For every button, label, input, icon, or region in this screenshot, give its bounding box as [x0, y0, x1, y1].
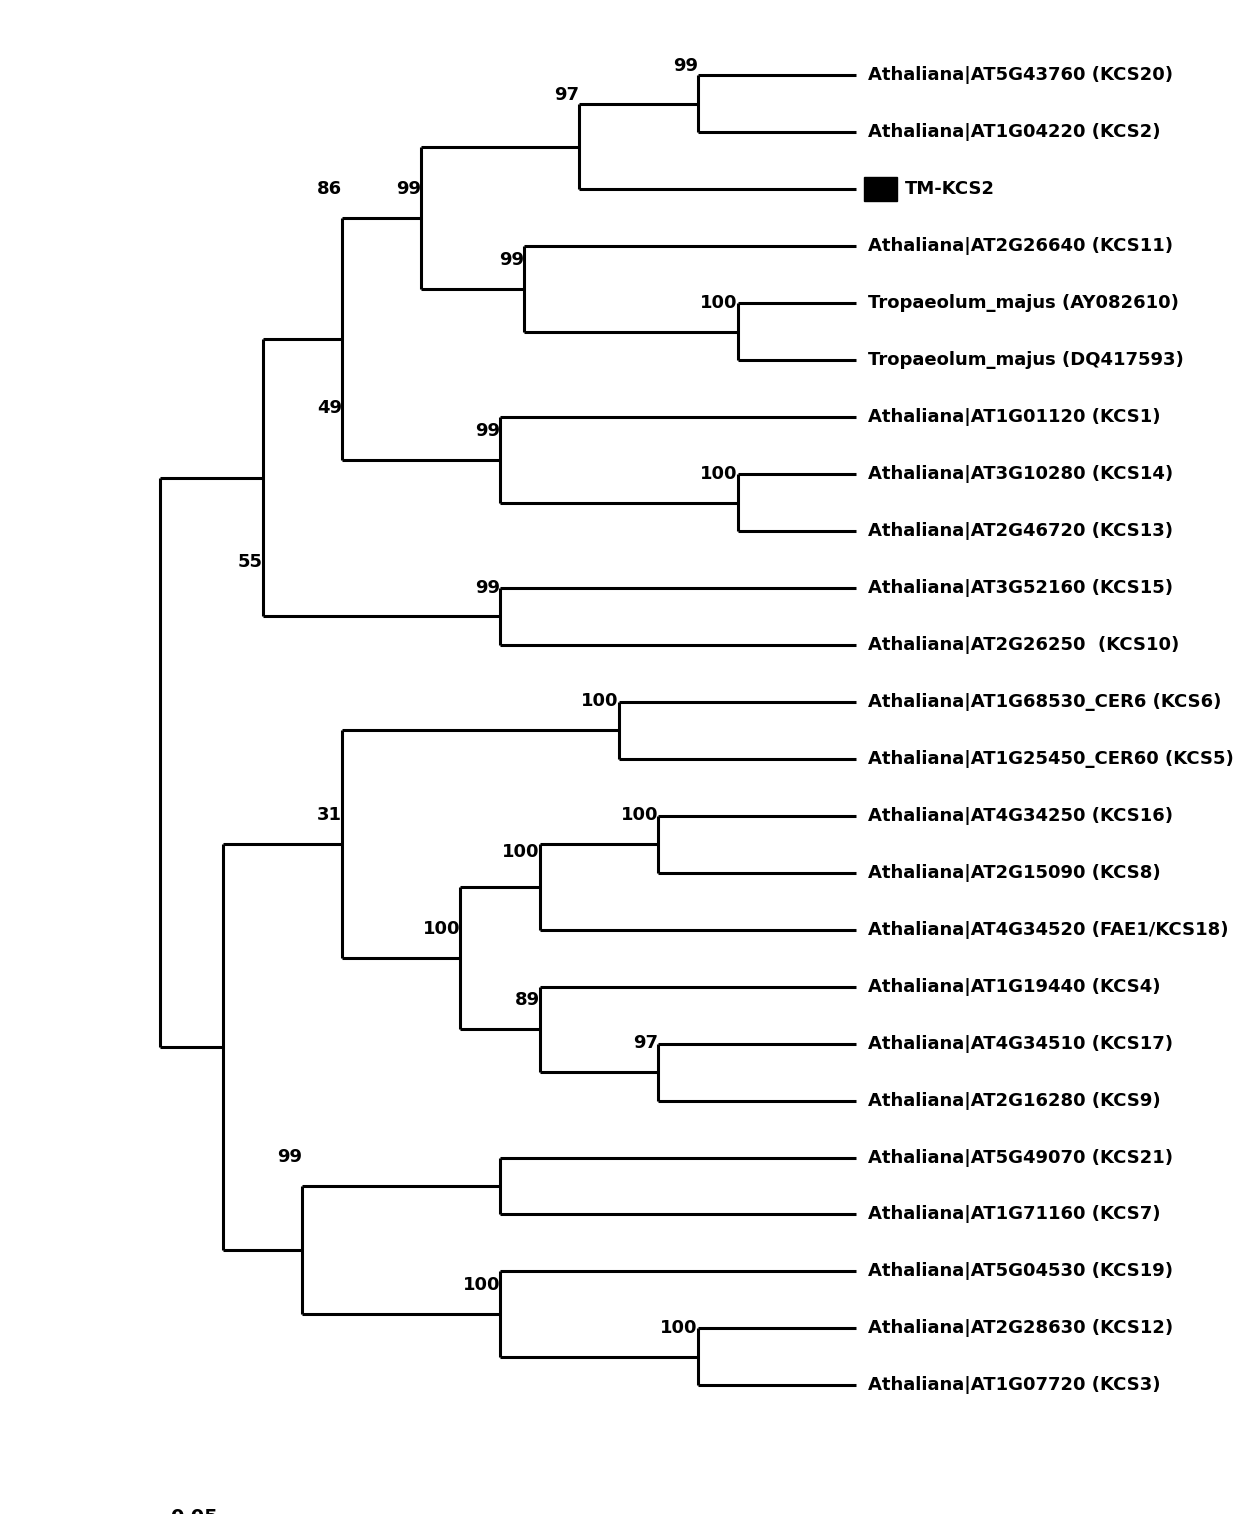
Text: 99: 99	[396, 180, 420, 198]
Text: 86: 86	[316, 180, 342, 198]
Text: Tropaeolum_majus (DQ417593): Tropaeolum_majus (DQ417593)	[868, 351, 1184, 369]
Text: Athaliana|AT2G26250  (KCS10): Athaliana|AT2G26250 (KCS10)	[868, 636, 1179, 654]
Text: 89: 89	[515, 992, 539, 1010]
Text: 99: 99	[475, 422, 500, 441]
Text: Athaliana|AT4G34250 (KCS16): Athaliana|AT4G34250 (KCS16)	[868, 807, 1173, 825]
Text: 0.05: 0.05	[170, 1508, 217, 1514]
Text: Athaliana|AT1G25450_CER60 (KCS5): Athaliana|AT1G25450_CER60 (KCS5)	[868, 749, 1234, 768]
Text: Athaliana|AT2G26640 (KCS11): Athaliana|AT2G26640 (KCS11)	[868, 238, 1173, 256]
Text: 31: 31	[316, 807, 342, 824]
Text: 100: 100	[502, 843, 539, 861]
Text: 97: 97	[554, 86, 579, 104]
Text: Athaliana|AT5G43760 (KCS20): Athaliana|AT5G43760 (KCS20)	[868, 67, 1173, 85]
Bar	[864, 177, 898, 201]
Text: Tropaeolum_majus (AY082610): Tropaeolum_majus (AY082610)	[868, 294, 1179, 312]
Text: 55: 55	[238, 553, 263, 571]
Text: 99: 99	[498, 251, 523, 269]
Text: Athaliana|AT1G71160 (KCS7): Athaliana|AT1G71160 (KCS7)	[868, 1205, 1161, 1223]
Text: Athaliana|AT1G07720 (KCS3): Athaliana|AT1G07720 (KCS3)	[868, 1376, 1161, 1394]
Text: Athaliana|AT3G52160 (KCS15): Athaliana|AT3G52160 (KCS15)	[868, 578, 1173, 597]
Text: 99: 99	[278, 1148, 303, 1166]
Text: Athaliana|AT3G10280 (KCS14): Athaliana|AT3G10280 (KCS14)	[868, 465, 1173, 483]
Text: Athaliana|AT2G16280 (KCS9): Athaliana|AT2G16280 (KCS9)	[868, 1092, 1161, 1110]
Text: 100: 100	[621, 807, 658, 824]
Text: 100: 100	[701, 465, 738, 483]
Text: Athaliana|AT5G49070 (KCS21): Athaliana|AT5G49070 (KCS21)	[868, 1149, 1173, 1166]
Text: Athaliana|AT2G15090 (KCS8): Athaliana|AT2G15090 (KCS8)	[868, 864, 1161, 881]
Text: Athaliana|AT1G04220 (KCS2): Athaliana|AT1G04220 (KCS2)	[868, 123, 1161, 141]
Text: Athaliana|AT2G28630 (KCS12): Athaliana|AT2G28630 (KCS12)	[868, 1319, 1173, 1337]
Text: 49: 49	[316, 400, 342, 418]
Text: TM-KCS2: TM-KCS2	[905, 180, 996, 198]
Text: Athaliana|AT1G68530_CER6 (KCS6): Athaliana|AT1G68530_CER6 (KCS6)	[868, 693, 1221, 712]
Text: 100: 100	[661, 1319, 698, 1337]
Text: 100: 100	[463, 1276, 500, 1294]
Text: Athaliana|AT4G34520 (FAE1/KCS18): Athaliana|AT4G34520 (FAE1/KCS18)	[868, 921, 1229, 939]
Text: Athaliana|AT5G04530 (KCS19): Athaliana|AT5G04530 (KCS19)	[868, 1263, 1173, 1281]
Text: Athaliana|AT4G34510 (KCS17): Athaliana|AT4G34510 (KCS17)	[868, 1034, 1173, 1052]
Text: Athaliana|AT1G19440 (KCS4): Athaliana|AT1G19440 (KCS4)	[868, 978, 1161, 996]
Text: Athaliana|AT2G46720 (KCS13): Athaliana|AT2G46720 (KCS13)	[868, 522, 1173, 540]
Text: 100: 100	[701, 294, 738, 312]
Text: 99: 99	[475, 578, 500, 597]
Text: 100: 100	[582, 692, 619, 710]
Text: 100: 100	[423, 921, 460, 939]
Text: 99: 99	[673, 58, 698, 76]
Text: 97: 97	[634, 1034, 658, 1052]
Text: Athaliana|AT1G01120 (KCS1): Athaliana|AT1G01120 (KCS1)	[868, 409, 1161, 425]
